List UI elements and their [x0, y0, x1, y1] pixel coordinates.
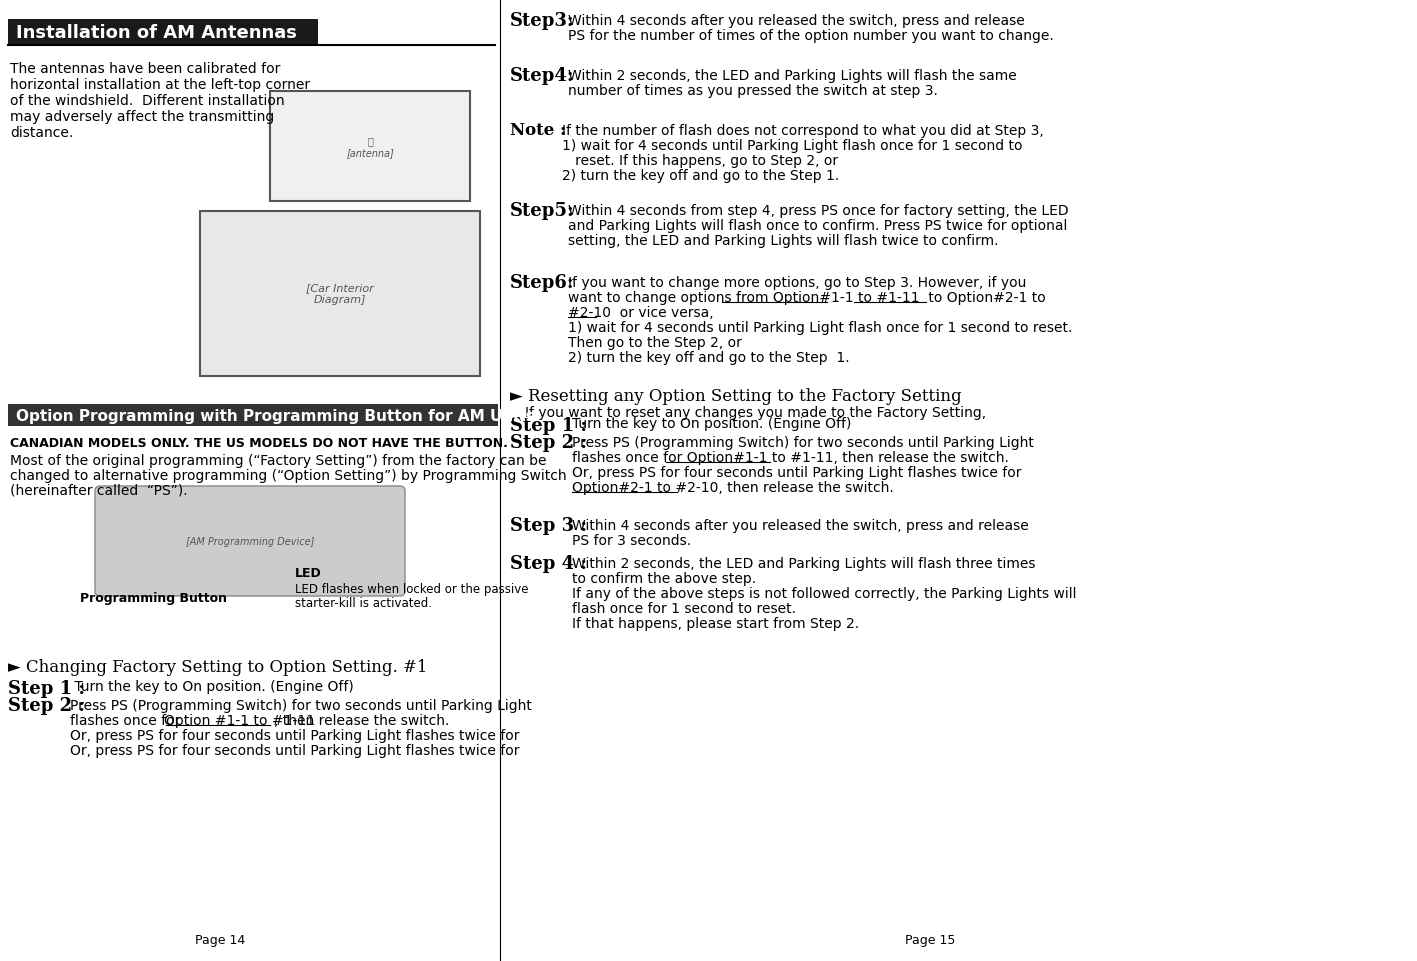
- Text: If you want to reset any changes you made to the Factory Setting,: If you want to reset any changes you mad…: [526, 406, 986, 420]
- Text: [Car Interior
Diagram]: [Car Interior Diagram]: [306, 283, 374, 305]
- FancyBboxPatch shape: [200, 211, 480, 377]
- Text: The antennas have been calibrated for: The antennas have been calibrated for: [10, 62, 281, 76]
- Text: Step6:: Step6:: [510, 274, 574, 292]
- Text: changed to alternative programming (“Option Setting”) by Programming Switch: changed to alternative programming (“Opt…: [10, 469, 567, 482]
- Text: Page 14: Page 14: [196, 933, 245, 946]
- Text: Step 2 :: Step 2 :: [9, 697, 85, 714]
- Text: PS for 3 seconds.: PS for 3 seconds.: [572, 533, 691, 548]
- Text: Within 4 seconds from step 4, press PS once for factory setting, the LED: Within 4 seconds from step 4, press PS o…: [568, 204, 1068, 218]
- Text: If any of the above steps is not followed correctly, the Parking Lights will: If any of the above steps is not followe…: [572, 586, 1077, 601]
- Text: Turn the key to On position. (Engine Off): Turn the key to On position. (Engine Off…: [572, 416, 852, 431]
- Text: 2) turn the key off and go to the Step 1.: 2) turn the key off and go to the Step 1…: [563, 169, 839, 183]
- Text: Or, press PS for four seconds until Parking Light flashes twice for: Or, press PS for four seconds until Park…: [69, 728, 520, 742]
- Text: Within 4 seconds after you released the switch, press and release: Within 4 seconds after you released the …: [572, 519, 1029, 532]
- Text: Or, press PS for four seconds until Parking Light flashes twice for: Or, press PS for four seconds until Park…: [69, 743, 520, 757]
- Text: Option#2-1 to #2-10, then release the switch.: Option#2-1 to #2-10, then release the sw…: [572, 480, 894, 495]
- Text: Or, press PS for four seconds until Parking Light flashes twice for: Or, press PS for four seconds until Park…: [572, 465, 1053, 480]
- Text: LED: LED: [295, 566, 322, 579]
- FancyBboxPatch shape: [271, 92, 470, 202]
- Text: , then release the switch.: , then release the switch.: [273, 713, 449, 727]
- Text: want to change options from Option#1-1 to #1-11  to Option#2-1 to: want to change options from Option#1-1 t…: [568, 290, 1046, 305]
- Text: Page 15: Page 15: [905, 933, 955, 946]
- Text: Press PS (Programming Switch) for two seconds until Parking Light: Press PS (Programming Switch) for two se…: [69, 699, 531, 712]
- Text: flashes once for: flashes once for: [69, 713, 184, 727]
- Text: Within 2 seconds, the LED and Parking Lights will flash three times: Within 2 seconds, the LED and Parking Li…: [572, 556, 1036, 571]
- Text: Then go to the Step 2, or: Then go to the Step 2, or: [568, 335, 743, 350]
- Text: LED flashes when locked or the passive: LED flashes when locked or the passive: [295, 582, 529, 596]
- Text: ► Changing Factory Setting to Option Setting. #1: ► Changing Factory Setting to Option Set…: [9, 658, 428, 676]
- Text: setting, the LED and Parking Lights will flash twice to confirm.: setting, the LED and Parking Lights will…: [568, 234, 999, 248]
- Text: PS for the number of times of the option number you want to change.: PS for the number of times of the option…: [568, 29, 1054, 43]
- Text: flash once for 1 second to reset.: flash once for 1 second to reset.: [572, 602, 796, 615]
- Text: Step 1 :: Step 1 :: [9, 679, 85, 698]
- Text: Most of the original programming (“Factory Setting”) from the factory can be: Most of the original programming (“Facto…: [10, 454, 547, 467]
- Text: If you want to change more options, go to Step 3. However, if you: If you want to change more options, go t…: [568, 276, 1026, 289]
- Text: Option Programming with Programming Button for AM Units: Option Programming with Programming Butt…: [16, 408, 534, 423]
- Text: of the windshield.  Different installation: of the windshield. Different installatio…: [10, 94, 285, 108]
- Text: to confirm the above step.: to confirm the above step.: [572, 572, 757, 585]
- FancyBboxPatch shape: [9, 20, 317, 46]
- Text: reset. If this happens, go to Step 2, or: reset. If this happens, go to Step 2, or: [563, 154, 837, 168]
- Text: [AM Programming Device]: [AM Programming Device]: [186, 536, 315, 547]
- Text: 1) wait for 4 seconds until Parking Light flash once for 1 second to reset.: 1) wait for 4 seconds until Parking Ligh…: [568, 321, 1073, 334]
- Text: (hereinafter called  “PS”).: (hereinafter called “PS”).: [10, 483, 187, 498]
- Text: Turn the key to On position. (Engine Off): Turn the key to On position. (Engine Off…: [69, 679, 354, 693]
- Text: Note :: Note :: [510, 122, 567, 138]
- Text: #2-10  or vice versa,: #2-10 or vice versa,: [568, 306, 714, 320]
- Text: Step 2 :: Step 2 :: [510, 433, 587, 452]
- Text: Step4:: Step4:: [510, 67, 574, 85]
- Text: 2) turn the key off and go to the Step  1.: 2) turn the key off and go to the Step 1…: [568, 351, 850, 364]
- Text: horizontal installation at the left-top corner: horizontal installation at the left-top …: [10, 78, 310, 92]
- Text: Step 4 :: Step 4 :: [510, 554, 587, 573]
- FancyBboxPatch shape: [95, 486, 405, 597]
- Text: Step3:: Step3:: [510, 12, 574, 30]
- FancyBboxPatch shape: [9, 405, 497, 427]
- Text: If that happens, please start from Step 2.: If that happens, please start from Step …: [572, 616, 859, 630]
- Text: Step5:: Step5:: [510, 202, 575, 220]
- Text: Step 1 :: Step 1 :: [510, 416, 587, 434]
- Text: distance.: distance.: [10, 126, 74, 140]
- Text: flashes once for Option#1-1 to #1-11, then release the switch.: flashes once for Option#1-1 to #1-11, th…: [572, 451, 1009, 464]
- Text: Within 2 seconds, the LED and Parking Lights will flash the same: Within 2 seconds, the LED and Parking Li…: [568, 69, 1017, 83]
- Text: Option #1-1 to #1-11: Option #1-1 to #1-11: [163, 713, 315, 727]
- Text: ⌒
[antenna]: ⌒ [antenna]: [346, 136, 394, 158]
- Text: 1) wait for 4 seconds until Parking Light flash once for 1 second to: 1) wait for 4 seconds until Parking Ligh…: [563, 138, 1023, 153]
- Text: If the number of flash does not correspond to what you did at Step 3,: If the number of flash does not correspo…: [563, 124, 1044, 137]
- Text: may adversely affect the transmitting: may adversely affect the transmitting: [10, 110, 275, 124]
- Text: ► Resetting any Option Setting to the Factory Setting: ► Resetting any Option Setting to the Fa…: [510, 387, 962, 405]
- Text: CANADIAN MODELS ONLY. THE US MODELS DO NOT HAVE THE BUTTON.: CANADIAN MODELS ONLY. THE US MODELS DO N…: [10, 436, 507, 450]
- Text: Within 4 seconds after you released the switch, press and release: Within 4 seconds after you released the …: [568, 14, 1024, 28]
- Text: starter-kill is activated.: starter-kill is activated.: [295, 597, 432, 609]
- Text: and Parking Lights will flash once to confirm. Press PS twice for optional: and Parking Lights will flash once to co…: [568, 219, 1067, 233]
- Text: Installation of AM Antennas: Installation of AM Antennas: [16, 24, 298, 42]
- Text: number of times as you pressed the switch at step 3.: number of times as you pressed the switc…: [568, 84, 938, 98]
- Text: Programming Button: Programming Button: [79, 591, 227, 604]
- Text: Step 3 :: Step 3 :: [510, 516, 587, 534]
- Text: Press PS (Programming Switch) for two seconds until Parking Light: Press PS (Programming Switch) for two se…: [572, 435, 1034, 450]
